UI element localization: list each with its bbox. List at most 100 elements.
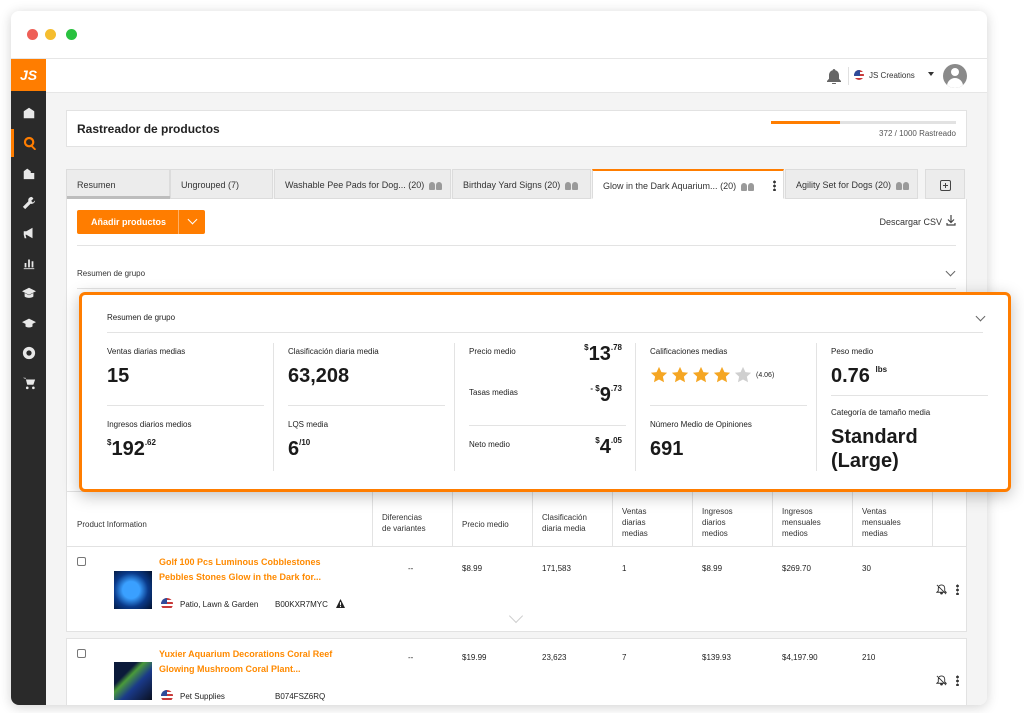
- avg-rating-label: Calificaciones medias: [650, 347, 728, 356]
- account-dropdown-caret-icon[interactable]: [928, 72, 934, 76]
- sidebar-item-marketing[interactable]: [11, 219, 46, 247]
- col-avg-daily-rank[interactable]: Clasificación diaria media: [542, 513, 587, 533]
- account-name[interactable]: JS Creations: [869, 71, 915, 80]
- divider: [107, 405, 264, 406]
- tab-label: Ungrouped (7): [181, 180, 240, 190]
- product-thumbnail[interactable]: [114, 571, 152, 609]
- sidebar: JS: [11, 59, 46, 705]
- tab-count: (20): [720, 181, 737, 191]
- tab-ungrouped[interactable]: Ungrouped (7): [170, 169, 273, 199]
- sidebar-item-database[interactable]: [11, 159, 46, 187]
- col-product-information[interactable]: Product Information: [77, 520, 147, 529]
- rating-stars: [650, 366, 755, 384]
- add-products-label: Añadir productos: [91, 217, 167, 227]
- col-divider: [816, 343, 817, 471]
- tab-resumen[interactable]: Resumen: [66, 169, 222, 199]
- cell-monthly-revenue: $269.70: [782, 564, 811, 573]
- avg-daily-rank-label: Clasificación diaria media: [288, 347, 379, 356]
- avg-size-value: Standard (Large): [831, 426, 918, 472]
- sidebar-item-dashboard[interactable]: [11, 99, 46, 127]
- shopping-cart-icon: [22, 377, 35, 390]
- col-divider: [612, 492, 613, 551]
- tab-more-options-icon[interactable]: [773, 180, 776, 191]
- user-avatar-icon[interactable]: [943, 64, 967, 88]
- avg-weight-label: Peso medio: [831, 347, 874, 356]
- expand-variants-icon[interactable]: [508, 608, 524, 624]
- add-products-button[interactable]: Añadir productos: [77, 210, 205, 234]
- divider: [831, 395, 988, 396]
- col-avg-daily-sales[interactable]: Ventas diarias medias: [622, 507, 648, 538]
- star-filled-icon: [671, 366, 689, 383]
- col-avg-price[interactable]: Precio medio: [462, 520, 509, 529]
- sidebar-item-cart[interactable]: [11, 369, 46, 397]
- star-filled-icon: [650, 366, 668, 383]
- add-products-dropdown-icon[interactable]: [187, 214, 198, 225]
- group-summary-expand-icon[interactable]: [945, 266, 956, 277]
- download-csv-link[interactable]: Descargar CSV: [879, 217, 942, 227]
- sidebar-item-academy[interactable]: [11, 279, 46, 307]
- tab-birthday-yard-signs[interactable]: Birthday Yard Signs (20): [452, 169, 591, 199]
- col-variant-differences[interactable]: Diferencias de variantes: [382, 513, 426, 533]
- maximize-window-button[interactable]: [66, 29, 77, 40]
- js-logo[interactable]: JS: [11, 59, 46, 91]
- cell-rank: 23,623: [542, 653, 567, 662]
- col-divider: [772, 492, 773, 551]
- col-divider: [635, 343, 636, 471]
- star-filled-icon: [692, 366, 710, 383]
- sidebar-item-tools[interactable]: [11, 189, 46, 217]
- tab-washable-pee-pads[interactable]: Washable Pee Pads for Dog... (20): [274, 169, 451, 199]
- products-table-header: Product Information Diferencias de varian…: [66, 491, 967, 551]
- tab-agility-set[interactable]: Agility Set for Dogs (20): [785, 169, 918, 199]
- page-title: Rastreador de productos: [77, 122, 220, 136]
- avg-daily-revenue-value: $192.62: [107, 438, 156, 460]
- bell-icon[interactable]: [827, 69, 841, 84]
- sidebar-item-analytics[interactable]: [11, 249, 46, 277]
- collapse-summary-icon[interactable]: [975, 311, 986, 322]
- table-row[interactable]: Yuxier Aquarium Decorations Coral Reef Gl…: [66, 638, 967, 705]
- col-avg-monthly-sales[interactable]: Ventas mensuales medias: [862, 507, 901, 538]
- product-asin: B074FSZ6RQ: [275, 692, 326, 701]
- us-flag-icon: [854, 70, 864, 80]
- tracked-count: 372 / 1000 Rastreado: [879, 129, 956, 138]
- avg-rating-text: (4.06): [756, 372, 775, 379]
- close-window-button[interactable]: [27, 29, 38, 40]
- col-divider: [372, 492, 373, 551]
- megaphone-icon: [23, 227, 32, 239]
- us-flag-icon: [161, 690, 173, 702]
- sidebar-item-extension[interactable]: [11, 339, 46, 367]
- divider: [77, 288, 956, 289]
- avg-size-label: Categoría de tamaño media: [831, 408, 931, 417]
- sidebar-item-product-tracker[interactable]: [11, 129, 46, 157]
- minimize-window-button[interactable]: [45, 29, 56, 40]
- row-checkbox[interactable]: [77, 557, 86, 566]
- summary-title: Resumen de grupo: [107, 313, 176, 322]
- bell-off-icon[interactable]: [936, 584, 947, 595]
- download-icon[interactable]: [946, 215, 956, 226]
- add-tab-icon: [939, 180, 951, 192]
- lqs-label: LQS media: [288, 420, 329, 429]
- table-row[interactable]: Golf 100 Pcs Luminous Cobblestones Pebble…: [66, 546, 967, 632]
- cell-price: $19.99: [462, 653, 487, 662]
- group-summary-collapsed-label[interactable]: Resumen de grupo: [77, 269, 146, 278]
- product-category: Patio, Lawn & Garden: [180, 600, 259, 609]
- col-avg-monthly-revenue[interactable]: Ingresos mensuales medios: [782, 507, 821, 538]
- avg-daily-rank-value: 63,208: [288, 365, 350, 387]
- bell-off-icon[interactable]: [936, 675, 947, 686]
- wrench-icon: [22, 196, 35, 210]
- row-checkbox[interactable]: [77, 649, 86, 658]
- avg-reviews-value: 691: [650, 438, 684, 460]
- cell-monthly-sales: 210: [862, 653, 876, 662]
- row-more-options-icon[interactable]: [956, 675, 959, 686]
- sidebar-item-training[interactable]: [11, 309, 46, 337]
- product-title-link[interactable]: Golf 100 Pcs Luminous Cobblestones Pebble…: [159, 557, 322, 582]
- group-people-icon: [896, 181, 910, 190]
- add-tab-button[interactable]: [925, 169, 965, 199]
- col-avg-daily-revenue[interactable]: Ingresos diarios medios: [702, 507, 733, 538]
- building-icon: [23, 168, 34, 180]
- row-more-options-icon[interactable]: [956, 584, 959, 595]
- avg-fees-label: Tasas medias: [469, 388, 518, 397]
- avg-daily-revenue-label: Ingresos diarios medios: [107, 420, 192, 429]
- tab-glow-dark-aquarium[interactable]: Glow in the Dark Aquarium... (20): [592, 169, 784, 199]
- product-thumbnail[interactable]: [114, 662, 152, 700]
- product-title-link[interactable]: Yuxier Aquarium Decorations Coral Reef Gl…: [159, 649, 333, 674]
